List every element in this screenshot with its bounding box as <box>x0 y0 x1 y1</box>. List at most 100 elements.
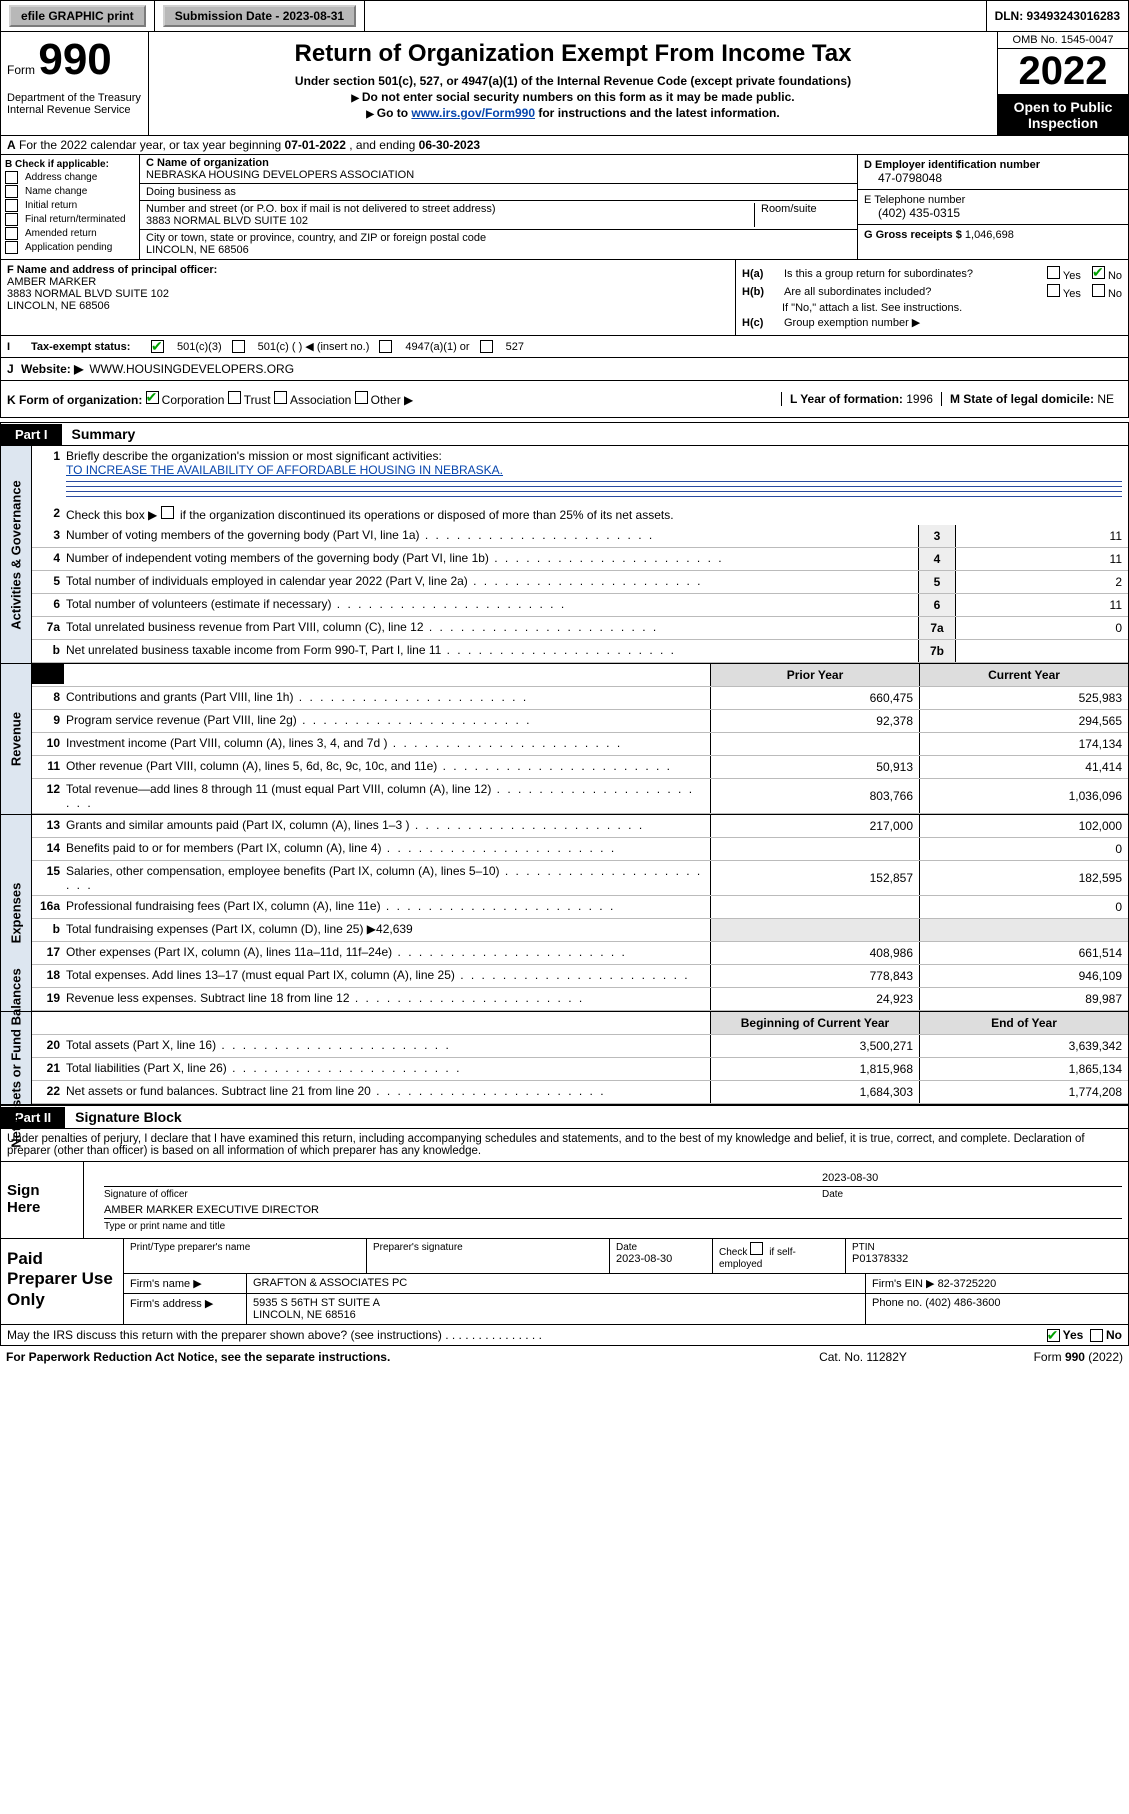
prep-row-1: Print/Type preparer's name Preparer's si… <box>124 1239 1128 1274</box>
line-2-checkbox[interactable] <box>161 506 174 519</box>
h-a-label: H(a) <box>742 268 778 280</box>
vlabel-revenue: Revenue <box>1 664 32 814</box>
form-header: Form 990 Department of the Treasury Inte… <box>0 32 1129 136</box>
col-end-header: End of Year <box>919 1012 1128 1034</box>
checkbox-address-change[interactable] <box>5 171 18 184</box>
c-dba-sec: Doing business as <box>140 184 857 201</box>
line-7a-box: 7a <box>918 617 955 639</box>
f-label: F Name and address of principal officer: <box>7 264 729 276</box>
submission-date-button[interactable]: Submission Date - 2023-08-31 <box>163 5 356 27</box>
line-4-value: 11 <box>955 548 1128 570</box>
l-value: 1996 <box>906 392 933 406</box>
i-label: Tax-exempt status: <box>31 341 141 353</box>
k-assoc-checkbox[interactable] <box>274 391 287 404</box>
line-4-box: 4 <box>918 548 955 570</box>
c-name-sec: C Name of organization NEBRASKA HOUSING … <box>140 155 857 184</box>
line-11: 11Other revenue (Part VIII, column (A), … <box>32 756 1128 779</box>
line-8-current: 525,983 <box>919 687 1128 709</box>
officer-signature[interactable] <box>104 1172 822 1184</box>
f-name: AMBER MARKER <box>7 276 729 288</box>
k-other-checkbox[interactable] <box>355 391 368 404</box>
k-trust-checkbox[interactable] <box>228 391 241 404</box>
checkbox-initial-return[interactable] <box>5 199 18 212</box>
discuss-yes-checkbox[interactable] <box>1047 1329 1060 1342</box>
self-employed-checkbox[interactable] <box>750 1242 763 1255</box>
line-6-value: 11 <box>955 594 1128 616</box>
b-label: B Check if applicable: <box>5 159 135 170</box>
line-10-prior <box>710 733 919 755</box>
discuss-no-checkbox[interactable] <box>1090 1329 1103 1342</box>
i-4947-checkbox[interactable] <box>379 340 392 353</box>
h-a-yes-checkbox[interactable] <box>1047 266 1060 279</box>
line-b: bTotal fundraising expenses (Part IX, co… <box>32 919 1128 942</box>
dept-label: Department of the Treasury Internal Reve… <box>7 92 142 116</box>
i-o3: 4947(a)(1) or <box>405 341 469 353</box>
line-15-prior: 152,857 <box>710 861 919 895</box>
sub3-post: for instructions and the latest informat… <box>538 106 779 120</box>
line-3-value: 11 <box>955 525 1128 547</box>
line-7a: 7aTotal unrelated business revenue from … <box>32 617 1128 640</box>
open-to-public: Open to Public Inspection <box>998 95 1128 135</box>
vlabel-governance: Activities & Governance <box>1 446 32 663</box>
declaration-text: Under penalties of perjury, I declare th… <box>0 1129 1129 1162</box>
c-room-label: Room/suite <box>761 203 817 215</box>
form-word: Form <box>7 63 35 77</box>
name-title-line: AMBER MARKER EXECUTIVE DIRECTOR <box>104 1202 1122 1219</box>
line-19-current: 89,987 <box>919 988 1128 1010</box>
h-b-no-checkbox[interactable] <box>1092 284 1105 297</box>
line-9: 9Program service revenue (Part VIII, lin… <box>32 710 1128 733</box>
net-col-header-row: Beginning of Current Year End of Year <box>32 1012 1128 1035</box>
h-a-no-checkbox[interactable] <box>1092 266 1105 279</box>
i-501c-checkbox[interactable] <box>232 340 245 353</box>
c-dba-label: Doing business as <box>146 186 236 198</box>
line-14-prior <box>710 838 919 860</box>
i-527-checkbox[interactable] <box>480 340 493 353</box>
signature-date: 2023-08-30 <box>822 1172 1122 1184</box>
efile-graphic-button[interactable]: efile GRAPHIC print <box>9 5 146 27</box>
form-subtitle-2: Do not enter social security numbers on … <box>159 90 987 104</box>
line-20-current: 3,639,342 <box>919 1035 1128 1057</box>
line-10: 10Investment income (Part VIII, column (… <box>32 733 1128 756</box>
checkbox-application-pending[interactable] <box>5 241 18 254</box>
p-name-cell: Print/Type preparer's name <box>124 1239 367 1273</box>
form990-link[interactable]: www.irs.gov/Form990 <box>411 106 535 120</box>
discuss-text: May the IRS discuss this return with the… <box>7 1328 1047 1342</box>
g-value: 1,046,698 <box>965 229 1014 241</box>
col-c: C Name of organization NEBRASKA HOUSING … <box>140 155 857 259</box>
p-ptin-cell: PTIN P01378332 <box>846 1239 1128 1273</box>
tax-year: 2022 <box>998 49 1128 95</box>
p-check-cell: Check if self-employed <box>713 1239 846 1273</box>
sub3-pre: Go to <box>377 106 412 120</box>
checkbox-final-return[interactable] <box>5 213 18 226</box>
line-20-prior: 3,500,271 <box>710 1035 919 1057</box>
omb-number: OMB No. 1545-0047 <box>998 32 1128 49</box>
checkbox-name-change[interactable] <box>5 185 18 198</box>
row-klm: K Form of organization: Corporation Trus… <box>0 381 1129 418</box>
i-501c3-checkbox[interactable] <box>151 340 164 353</box>
h-b-yes-checkbox[interactable] <box>1047 284 1060 297</box>
pra-notice: For Paperwork Reduction Act Notice, see … <box>6 1350 763 1364</box>
line-3-box: 3 <box>918 525 955 547</box>
top-bar: efile GRAPHIC print Submission Date - 20… <box>0 0 1129 32</box>
line-19-prior: 24,923 <box>710 988 919 1010</box>
line-21: 21Total liabilities (Part X, line 26)1,8… <box>32 1058 1128 1081</box>
line-b-value <box>955 640 1128 662</box>
line-4: 4Number of independent voting members of… <box>32 548 1128 571</box>
line-22-current: 1,774,208 <box>919 1081 1128 1103</box>
firm-addr-value: 5935 S 56TH ST SUITE A LINCOLN, NE 68516 <box>247 1294 866 1324</box>
b-item-3: Final return/terminated <box>5 213 135 226</box>
h-a-text: Is this a group return for subordinates? <box>784 268 1033 280</box>
e-phone-sec: E Telephone number (402) 435-0315 <box>858 190 1128 225</box>
k-corp-checkbox[interactable] <box>146 391 159 404</box>
h-c: H(c) Group exemption number ▶ <box>742 316 1122 329</box>
m-block: M State of legal domicile: NE <box>941 392 1122 406</box>
line-5: 5Total number of individuals employed in… <box>32 571 1128 594</box>
h-c-text: Group exemption number ▶ <box>784 316 920 329</box>
part-i-tag: Part I <box>1 424 62 445</box>
h-b-text: Are all subordinates included? <box>784 286 1033 298</box>
form-title-box: Return of Organization Exempt From Incom… <box>149 32 997 135</box>
b-item-0: Address change <box>5 171 135 184</box>
line-11-prior: 50,913 <box>710 756 919 778</box>
row-j: J Website: ▶ WWW.HOUSINGDEVELOPERS.ORG <box>0 358 1129 381</box>
checkbox-amended-return[interactable] <box>5 227 18 240</box>
